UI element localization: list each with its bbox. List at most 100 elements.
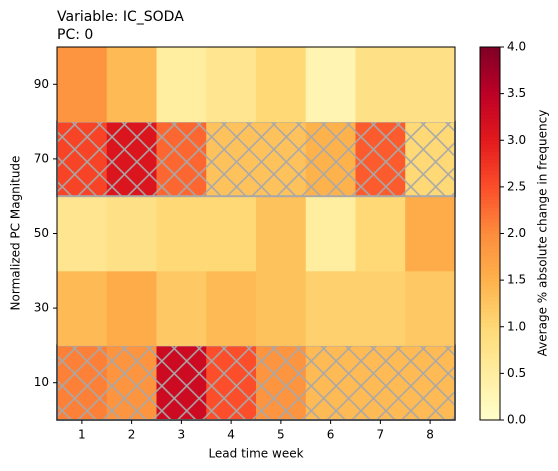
x-tick-label: 8 bbox=[426, 428, 434, 442]
heatmap-cell bbox=[57, 270, 108, 346]
heatmap-cell bbox=[256, 47, 307, 123]
colorbar-segment bbox=[480, 285, 500, 290]
colorbar-segment bbox=[480, 326, 500, 331]
colorbar-segment bbox=[480, 110, 500, 115]
heatmap-cell bbox=[156, 196, 207, 272]
colorbar-segment bbox=[480, 259, 500, 264]
colorbar-segment bbox=[480, 408, 500, 414]
colorbar-segment bbox=[480, 352, 500, 358]
chart-subtitle: PC: 0 bbox=[57, 27, 93, 43]
colorbar-segment bbox=[480, 416, 500, 421]
colorbar-segment bbox=[480, 99, 500, 104]
colorbar-segment bbox=[480, 267, 500, 272]
heatmap-cell bbox=[256, 270, 307, 346]
x-tick-label: 5 bbox=[277, 428, 285, 442]
colorbar-segment bbox=[480, 375, 500, 380]
colorbar-segment bbox=[480, 319, 500, 324]
colorbar-segment bbox=[480, 207, 500, 212]
colorbar-segment bbox=[480, 412, 500, 417]
heatmap-cell bbox=[305, 47, 356, 123]
colorbar-segment bbox=[480, 382, 500, 387]
x-tick-label: 2 bbox=[128, 428, 136, 442]
colorbar-tick-label: 2.0 bbox=[507, 226, 526, 240]
heatmap-cell bbox=[355, 47, 406, 123]
colorbar-segment bbox=[480, 47, 500, 52]
heatmap-cell bbox=[206, 270, 257, 346]
x-tick-label: 1 bbox=[78, 428, 86, 442]
colorbar-segment bbox=[480, 244, 500, 249]
colorbar-segment bbox=[480, 334, 500, 339]
colorbar-segment bbox=[480, 158, 500, 164]
heatmap-cell bbox=[256, 196, 307, 272]
colorbar-segment bbox=[480, 296, 500, 302]
colorbar-segment bbox=[480, 278, 500, 283]
colorbar-segment bbox=[480, 222, 500, 227]
colorbar-segment bbox=[480, 218, 500, 223]
colorbar-segment bbox=[480, 226, 500, 231]
colorbar-tick-label: 1.0 bbox=[507, 319, 526, 333]
x-axis-label: Lead time week bbox=[208, 447, 303, 461]
heatmap-cell bbox=[355, 270, 406, 346]
colorbar-segment bbox=[480, 311, 500, 317]
colorbar-segment bbox=[480, 304, 500, 309]
x-tick-label: 6 bbox=[327, 428, 335, 442]
colorbar-segment bbox=[480, 155, 500, 160]
colorbar-segment bbox=[480, 405, 500, 410]
colorbar-tick-label: 3.5 bbox=[507, 86, 526, 100]
heatmap-cell bbox=[57, 196, 108, 272]
colorbar-tick-label: 1.5 bbox=[507, 273, 526, 287]
colorbar-segment bbox=[480, 185, 500, 190]
colorbar-segment bbox=[480, 170, 500, 175]
colorbar-segment bbox=[480, 147, 500, 152]
colorbar-segment bbox=[480, 367, 500, 373]
colorbar-segment bbox=[480, 69, 500, 74]
colorbar-segment bbox=[480, 237, 500, 242]
colorbar-segment bbox=[480, 337, 500, 343]
colorbar-segment bbox=[480, 192, 500, 197]
colorbar-segment bbox=[480, 229, 500, 234]
colorbar-segment bbox=[480, 61, 500, 67]
colorbar-segment bbox=[480, 203, 500, 208]
colorbar-segment bbox=[480, 364, 500, 369]
heatmap-cell bbox=[156, 270, 207, 346]
y-tick-label: 50 bbox=[34, 226, 49, 240]
colorbar-segment bbox=[480, 151, 500, 156]
colorbar-segment bbox=[480, 65, 500, 70]
colorbar-tick-label: 4.0 bbox=[507, 40, 526, 54]
colorbar-segment bbox=[480, 73, 500, 78]
heatmap-cell bbox=[305, 196, 356, 272]
colorbar-segment bbox=[480, 117, 500, 123]
colorbar-segment bbox=[480, 371, 500, 376]
y-tick-label: 90 bbox=[34, 77, 49, 91]
colorbar-segment bbox=[480, 181, 500, 186]
colorbar-segment bbox=[480, 341, 500, 346]
colorbar-segment bbox=[480, 386, 500, 391]
colorbar-segment bbox=[480, 214, 500, 220]
heatmap-cell bbox=[355, 196, 406, 272]
colorbar-label: Average % absolute change in frequency bbox=[536, 110, 550, 357]
colorbar-segment bbox=[480, 188, 500, 193]
colorbar-segment bbox=[480, 84, 500, 89]
colorbar-segment bbox=[480, 378, 500, 384]
x-tick-label: 3 bbox=[178, 428, 186, 442]
colorbar-tick-label: 2.5 bbox=[507, 179, 526, 193]
heatmap-cell bbox=[405, 196, 456, 272]
colorbar-segment bbox=[480, 88, 500, 93]
colorbar-tick-label: 3.0 bbox=[507, 133, 526, 147]
heatmap-cell bbox=[106, 270, 157, 346]
y-tick-label: 10 bbox=[34, 375, 49, 389]
hatch-overlay bbox=[56, 120, 456, 198]
colorbar-segment bbox=[480, 106, 500, 111]
colorbar-segment bbox=[480, 263, 500, 268]
colorbar-segment bbox=[480, 252, 500, 257]
colorbar-segment bbox=[480, 80, 500, 85]
colorbar-segment bbox=[480, 248, 500, 253]
colorbar-segment bbox=[480, 76, 500, 82]
colorbar-segment bbox=[480, 50, 500, 55]
colorbar-segment bbox=[480, 95, 500, 100]
colorbar-tick-label: 0.5 bbox=[507, 366, 526, 380]
colorbar-segment bbox=[480, 177, 500, 182]
colorbar-segment bbox=[480, 281, 500, 287]
colorbar-segment bbox=[480, 233, 500, 238]
chart-title: Variable: IC_SODA bbox=[57, 9, 184, 25]
